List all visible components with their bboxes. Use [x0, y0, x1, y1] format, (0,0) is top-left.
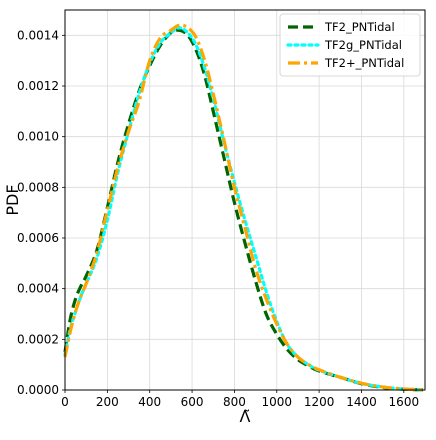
y-tick-label: 0.0014: [17, 28, 59, 42]
grid-lines: [64, 10, 425, 391]
legend: TF2_PNTidal TF2g_PNTidal TF2+_PNTidal: [279, 13, 421, 77]
x-tick-label: 400: [138, 395, 161, 409]
y-tick-label: 0.0000: [17, 383, 59, 397]
series-line-1: [63, 28, 426, 392]
series-lines: [63, 23, 427, 392]
legend-label: TF2+_PNTidal: [324, 56, 404, 70]
x-tick-label: 200: [96, 395, 119, 409]
series-line-3: [63, 23, 426, 392]
plot-frame: [64, 9, 426, 391]
x-tick-label: 1000: [261, 395, 292, 409]
x-axis-label: Λ̃: [240, 407, 251, 426]
legend-label: TF2g_PNTidal: [324, 38, 402, 52]
axis-ticks: 0 200 400 600 800 1000 1200 1400 1600 0.0000 0.000…: [17, 28, 419, 409]
legend-label: TF2_PNTidal: [324, 20, 395, 34]
legend-box: [279, 13, 421, 77]
y-tick-label: 0.0008: [17, 180, 59, 194]
x-tick-label: 1200: [304, 395, 335, 409]
y-tick-label: 0.0006: [17, 231, 59, 245]
x-tick-label: 800: [223, 395, 246, 409]
x-tick-label: 1600: [389, 395, 420, 409]
y-tick-label: 0.0002: [17, 332, 59, 346]
x-tick-label: 1400: [346, 395, 377, 409]
y-tick-label: 0.0010: [17, 130, 59, 144]
series-line-2: [63, 26, 427, 392]
y-tick-label: 0.0012: [17, 79, 59, 93]
x-tick-label: 600: [181, 395, 204, 409]
x-tick-label: 0: [61, 395, 69, 409]
y-tick-label: 0.0004: [17, 282, 59, 296]
y-axis-label: PDF: [3, 184, 22, 215]
